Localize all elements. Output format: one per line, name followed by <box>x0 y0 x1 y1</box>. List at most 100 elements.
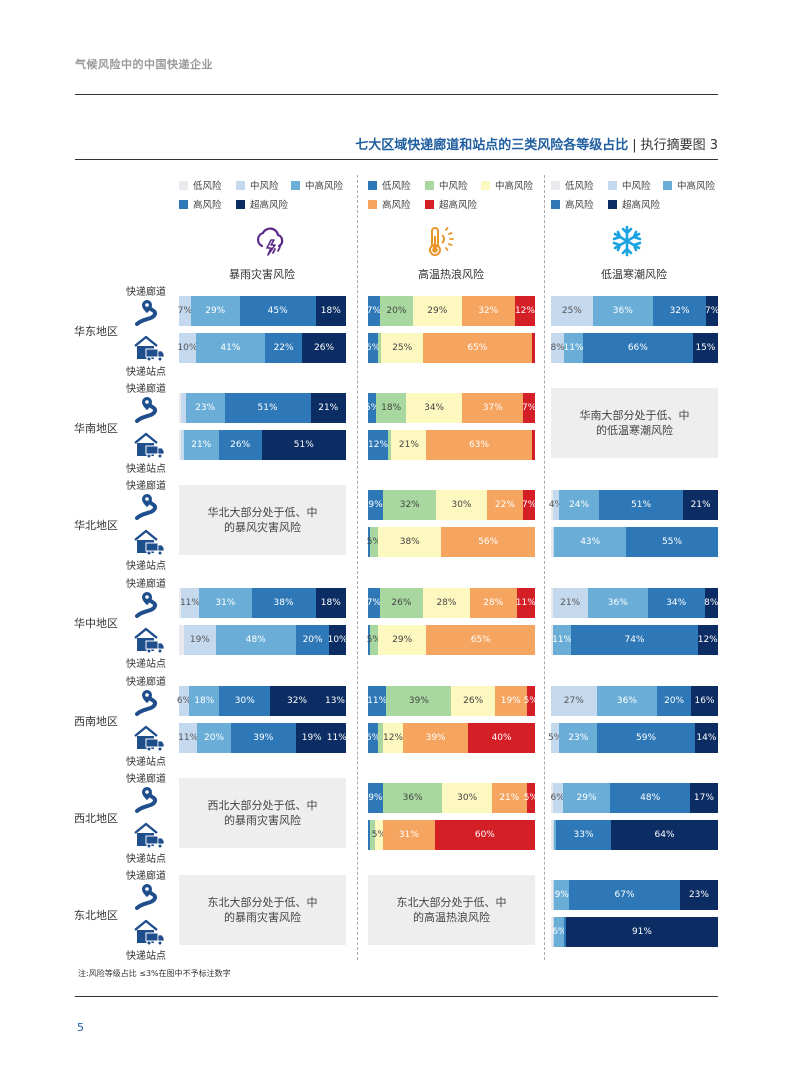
legend-item: 低风险 <box>179 178 222 192</box>
legend-label: 高风险 <box>565 200 594 211</box>
legend-swatch <box>179 200 188 209</box>
bar-segment <box>179 430 181 460</box>
bar-segment: 39% <box>386 686 452 716</box>
legend-label: 中高风险 <box>677 181 716 192</box>
bar-segment: 6% <box>177 686 191 716</box>
legend-item: 低风险 <box>551 178 594 192</box>
bar-segment: 43% <box>554 527 627 557</box>
bar-segment: 19% <box>295 723 328 753</box>
bar-segment: 9% <box>368 783 383 813</box>
station-bar: 8% 11% 66% 15% <box>551 333 718 363</box>
corridor-label: 快递廊道 <box>126 287 166 298</box>
station-bar: 5% 31% 60% <box>368 820 535 850</box>
panel-divider <box>357 175 358 960</box>
legend-label: 低风险 <box>193 181 222 192</box>
corridor-bar: 9% 67% 23% <box>551 880 718 910</box>
bar-segment: 34% <box>647 588 705 618</box>
bar-segment: 32% <box>383 490 437 520</box>
bar-segment <box>551 490 553 520</box>
road-pin-icon <box>133 590 165 618</box>
bar-segment: 30% <box>436 490 487 520</box>
legend-label: 中风险 <box>622 181 651 192</box>
bar-segment <box>552 527 555 557</box>
bar-segment <box>551 625 553 655</box>
region-label: 西北地区 <box>74 812 118 825</box>
bar-segment: 5% <box>524 783 538 813</box>
bar-segment: 11% <box>178 723 198 753</box>
bar-segment <box>368 625 370 655</box>
corridor-label: 快递廊道 <box>126 774 166 785</box>
bar-segment <box>552 917 555 947</box>
bar-segment: 36% <box>592 296 653 326</box>
bar-segment: 29% <box>378 625 427 655</box>
bar-segment: 5% <box>548 723 562 753</box>
legend-item: 超高风险 <box>236 197 288 211</box>
bar-segment: 18% <box>315 296 346 326</box>
corridor-bar: 27% 36% 20% 16% <box>551 686 718 716</box>
legend-item: 中风险 <box>425 178 468 192</box>
region-label: 华南地区 <box>74 422 118 435</box>
bar-segment: 29% <box>413 296 462 326</box>
bar-segment: 25% <box>381 333 424 363</box>
bar-segment: 21% <box>683 490 718 520</box>
legend-item: 中风险 <box>608 178 651 192</box>
bar-segment: 7% <box>367 588 381 618</box>
panel-title: 暴雨灾害风险 <box>229 268 295 281</box>
bar-segment: 31% <box>199 588 252 618</box>
bar-segment: 18% <box>376 393 407 423</box>
road-pin-icon <box>133 395 165 423</box>
bar-segment: 23% <box>679 880 718 910</box>
corridor-label: 快递廊道 <box>126 677 166 688</box>
corridor-bar: 11% 31% 38% 18% <box>179 588 346 618</box>
bar-segment: 5% <box>367 527 381 557</box>
bar-segment <box>551 588 553 618</box>
legend-swatch <box>236 200 245 209</box>
figure-title: 七大区域快递廊道和站点的三类风险各等级占比 | 执行摘要图 3 <box>355 134 718 153</box>
legend-swatch <box>236 181 245 190</box>
station-bar: 5% 23% 59% 14% <box>548 723 718 753</box>
footer-rule <box>75 996 718 997</box>
bar-segment: 6% <box>552 917 566 947</box>
bar-segment: 5% <box>524 686 538 716</box>
station-label: 快递站点 <box>126 854 166 865</box>
no-data-note: 东北大部分处于低、中 的暴雨灾害风险 <box>179 875 346 945</box>
bar-segment <box>180 393 186 423</box>
legend-label: 超高风险 <box>250 200 289 211</box>
station-label: 快递站点 <box>126 367 166 378</box>
corridor-bar: 5% 18% 34% 37% 7% <box>365 393 536 423</box>
bar-segment: 39% <box>403 723 469 753</box>
bar-segment: 22% <box>265 333 303 363</box>
bar-segment: 38% <box>251 588 316 618</box>
station-bar: 6% 25% 65% <box>366 333 535 363</box>
bar-segment: 60% <box>434 820 535 850</box>
bar-segment <box>180 430 184 460</box>
bar-segment <box>179 588 181 618</box>
bar-segment: 8% <box>551 333 565 363</box>
bar-segment: 51% <box>598 490 684 520</box>
bar-segment: 56% <box>441 527 535 557</box>
bar-segment: 28% <box>469 588 517 618</box>
bar-segment: 51% <box>261 430 346 460</box>
bar-segment: 16% <box>690 686 718 716</box>
region-label: 东北地区 <box>74 909 118 922</box>
legend-item: 低风险 <box>368 178 411 192</box>
panel-divider <box>544 175 545 960</box>
road-pin-icon <box>133 492 165 520</box>
bar-segment: 23% <box>559 723 598 753</box>
corridor-bar: 6% 18% 30% 32% 13% <box>177 686 346 716</box>
delivery-truck-station-icon <box>133 821 165 849</box>
legend-swatch <box>368 200 377 209</box>
header-rule <box>75 94 718 95</box>
bar-segment: 11% <box>564 333 584 363</box>
legend-label: 高风险 <box>382 200 411 211</box>
bar-segment: 36% <box>382 783 443 813</box>
bar-segment: 26% <box>379 588 424 618</box>
road-pin-icon <box>133 298 165 326</box>
panel-title: 低温寒潮风险 <box>601 268 667 281</box>
bar-segment <box>368 527 370 557</box>
legend-swatch <box>663 181 672 190</box>
road-pin-icon <box>133 882 165 910</box>
legend-swatch <box>291 181 300 190</box>
station-bar: 11% 20% 39% 19% 11% <box>178 723 347 753</box>
legend-item: 中风险 <box>236 178 279 192</box>
